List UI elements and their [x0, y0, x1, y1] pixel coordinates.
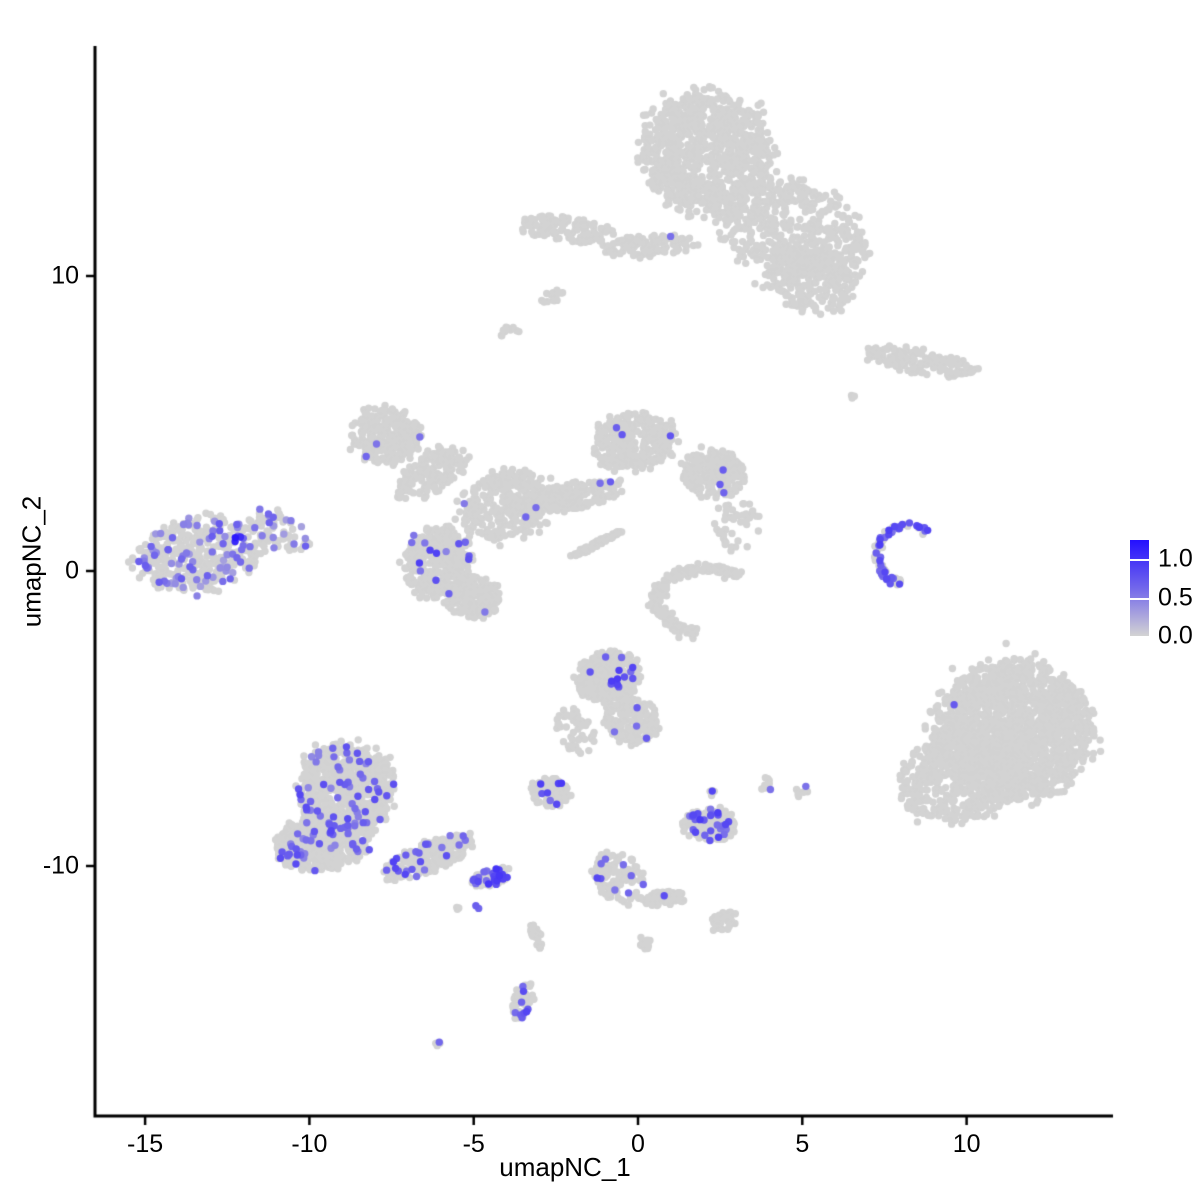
- x-tick-label: 10: [952, 1130, 981, 1158]
- x-tick-label: 0: [631, 1130, 645, 1158]
- colorbar-tick-label: 0.0: [1158, 621, 1193, 650]
- colorbar-tick-label: 1.0: [1158, 544, 1193, 573]
- colorbar-tick: [1130, 636, 1149, 638]
- colorbar-tick: [1130, 559, 1149, 562]
- y-tick-label: 10: [51, 261, 79, 290]
- colorbar-tick: [1130, 597, 1149, 600]
- x-axis-label: umapNC_1: [499, 1152, 631, 1182]
- colorbar-gradient: [1130, 540, 1149, 636]
- x-tick-label: -10: [291, 1130, 328, 1158]
- y-tick-label: 0: [65, 556, 79, 585]
- colorbar-tick-label: 0.5: [1158, 583, 1193, 612]
- x-tick-label: -5: [462, 1130, 485, 1158]
- x-tick-label: -15: [127, 1130, 164, 1158]
- y-tick-label: -10: [42, 851, 79, 880]
- x-tick-label: 5: [795, 1130, 810, 1158]
